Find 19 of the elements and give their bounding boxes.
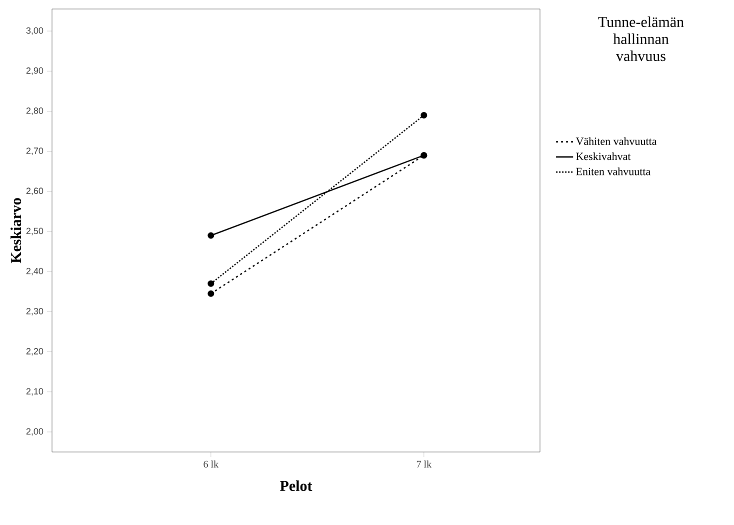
x-tick-label: 7 lk bbox=[416, 460, 432, 468]
y-tick-label: 3,00 bbox=[26, 27, 44, 35]
y-tick-label: 2,90 bbox=[26, 67, 44, 75]
x-tick-label: 6 lk bbox=[204, 460, 219, 468]
legend-label: Eniten vahvuutta bbox=[576, 168, 650, 176]
y-tick-label: 2,70 bbox=[26, 148, 44, 156]
y-tick-label: 2,10 bbox=[26, 388, 44, 396]
y-tick-label: 2,00 bbox=[26, 428, 44, 436]
legend-label: Vähiten vahvuutta bbox=[576, 137, 657, 146]
y-tick-label: 2,30 bbox=[26, 308, 44, 316]
y-tick-label: 2,40 bbox=[26, 268, 44, 276]
y-tick-label: 2,20 bbox=[26, 348, 44, 356]
legend-title: Tunne-elämän hallinnan vahvuus bbox=[598, 16, 684, 62]
y-tick-label: 2,50 bbox=[26, 228, 44, 236]
y-axis-title: Keskiarvo bbox=[10, 198, 22, 264]
x-axis-title: Pelot bbox=[280, 480, 312, 491]
y-tick-label: 2,80 bbox=[26, 108, 44, 115]
y-tick-label: 2,60 bbox=[26, 188, 44, 196]
legend-label: Keskivahvat bbox=[576, 152, 631, 160]
